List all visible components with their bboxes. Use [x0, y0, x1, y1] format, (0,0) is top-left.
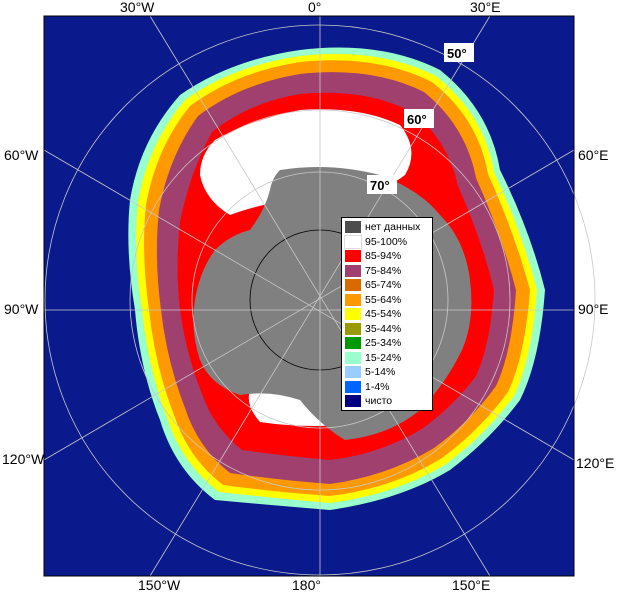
lon-label-left-1: 60°W: [4, 147, 39, 163]
lat-label-60: 60°: [407, 112, 427, 127]
map-frame: [43, 15, 575, 577]
legend-label: 45-54%: [365, 308, 402, 321]
legend-item: 15-24%: [342, 351, 432, 366]
legend-label: чисто: [365, 395, 393, 408]
legend-swatch: [345, 308, 361, 321]
legend-label: 1-4%: [365, 380, 390, 393]
legend-swatch: [345, 380, 361, 393]
legend-item: 5-14%: [342, 365, 432, 380]
legend-item: 45-54%: [342, 307, 432, 322]
legend-swatch: [344, 234, 362, 249]
legend-swatch: [345, 366, 361, 379]
lat-label-bg-60: [404, 109, 434, 128]
legend-swatch: [345, 293, 361, 306]
legend-label: 25-34%: [365, 337, 402, 350]
legend-swatch: [345, 351, 361, 364]
legend-item: 1-4%: [342, 380, 432, 395]
legend-label: 85-94%: [365, 250, 402, 263]
legend-label: 95-100%: [365, 235, 408, 248]
legend-item: чисто: [342, 394, 432, 409]
lat-label-50: 50°: [447, 46, 467, 61]
legend-swatch: [345, 395, 361, 408]
lat-label-70: 70°: [370, 178, 390, 193]
legend-item: 85-94%: [342, 249, 432, 264]
legend-swatch: [345, 221, 361, 234]
meridian-120: [43, 149, 575, 461]
lat-label-bg-50: [444, 43, 474, 62]
legend-label: 5-14%: [365, 366, 396, 379]
lon-label-right-3: 120°E: [576, 455, 614, 471]
lon-label-bottom-1: 150°W: [138, 577, 181, 593]
legend-item: 25-34%: [342, 336, 432, 351]
lon-label-left-2: 90°W: [4, 301, 39, 317]
legend-swatch: [345, 279, 361, 292]
lon-label-top-2: 0°: [308, 0, 321, 15]
legend-swatch: [345, 250, 361, 263]
lat-label-bg-70: [367, 175, 397, 194]
legend-label: 35-44%: [365, 322, 402, 335]
legend-item: 75-84%: [342, 264, 432, 279]
legend-label: 55-64%: [365, 293, 402, 306]
legend-item: нет данных: [342, 220, 432, 235]
legend-label: нет данных: [365, 221, 421, 234]
lon-label-right-2: 90°E: [578, 301, 609, 317]
legend-swatch: [345, 264, 361, 277]
legend-item: 35-44%: [342, 322, 432, 337]
legend-swatch: [345, 322, 361, 335]
legend-swatch: [345, 337, 361, 350]
legend: нет данных 95-100% 85-94% 75-84% 65-74% 55-64…: [341, 217, 433, 411]
lon-label-top-3: 30°E: [470, 0, 501, 15]
lon-label-bottom-3: 150°E: [452, 577, 490, 593]
legend-item: 95-100%: [342, 234, 432, 250]
legend-label: 65-74%: [365, 279, 402, 292]
lon-label-bottom-2: 180°: [292, 577, 321, 593]
legend-item: 65-74%: [342, 278, 432, 293]
legend-label: 75-84%: [365, 264, 402, 277]
lon-label-right-1: 60°E: [578, 147, 609, 163]
legend-item: 55-64%: [342, 293, 432, 308]
lon-label-top-1: 30°W: [120, 0, 155, 15]
legend-label: 15-24%: [365, 351, 402, 364]
lon-label-left-3: 120°W: [2, 451, 45, 467]
